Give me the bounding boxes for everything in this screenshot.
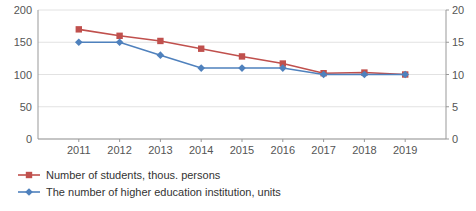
y-tick-label: 50	[20, 101, 32, 113]
point	[157, 51, 165, 59]
y-axis-line	[38, 10, 39, 139]
y-tick-label: 100	[14, 69, 32, 81]
x-tick	[405, 139, 406, 142]
plot-area	[75, 26, 409, 78]
y2-tick-label: 0	[452, 133, 458, 145]
x-tick-label: 2011	[67, 144, 91, 156]
point	[238, 64, 246, 72]
y2-tick-label: 15	[452, 36, 464, 48]
point	[320, 71, 328, 79]
x-tick	[201, 139, 202, 142]
point	[402, 71, 408, 77]
x-tick-label: 2018	[352, 144, 376, 156]
point	[197, 64, 205, 72]
x-tick	[323, 139, 324, 142]
grid	[38, 10, 446, 139]
x-tick-label: 2019	[393, 144, 417, 156]
x-tick	[160, 139, 161, 142]
x-tick-label: 2014	[189, 144, 213, 156]
point	[157, 38, 163, 44]
point	[75, 38, 83, 46]
grid-line	[38, 106, 446, 107]
legend: Number of students, thous. persons The nu…	[18, 169, 281, 198]
x-tick	[364, 139, 365, 142]
x-tick-label: 2017	[311, 144, 335, 156]
grid-line	[38, 10, 446, 11]
x-tick	[242, 139, 243, 142]
y2-tick-label: 5	[452, 101, 458, 113]
point	[361, 71, 369, 79]
x-tick-label: 2015	[230, 144, 254, 156]
x-tick	[78, 139, 79, 142]
legend-marker	[26, 172, 32, 178]
point	[76, 26, 82, 32]
point	[239, 53, 245, 59]
x-tick-label: 2013	[148, 144, 172, 156]
point	[116, 38, 124, 46]
legend-label: The number of higher education instituti…	[46, 186, 281, 198]
y-tick-label: 200	[14, 4, 32, 16]
y-tick-label: 150	[14, 36, 32, 48]
point	[116, 33, 122, 39]
x-tick-label: 2016	[271, 144, 295, 156]
legend-marker	[25, 188, 33, 196]
point	[279, 64, 287, 72]
y2-tick-label: 10	[452, 69, 464, 81]
series-line	[79, 42, 405, 74]
x-tick-label: 2012	[107, 144, 131, 156]
legend-label: Number of students, thous. persons	[46, 169, 221, 181]
x-tick	[119, 139, 120, 142]
y-tick-label: 0	[26, 133, 32, 145]
x-tick	[282, 139, 283, 142]
point	[198, 46, 204, 52]
point	[401, 71, 409, 79]
series-line	[79, 29, 405, 74]
y2-tick-label: 20	[452, 4, 464, 16]
chart-container: 0 50 100 150 200 0 5 10 15 20 2011 2012 2013 2014 2015…	[0, 0, 476, 211]
chart: 0 50 100 150 200 0 5 10 15 20 2011 2012 2013 2014 2015…	[0, 0, 476, 211]
y2-axis-line	[446, 10, 447, 139]
